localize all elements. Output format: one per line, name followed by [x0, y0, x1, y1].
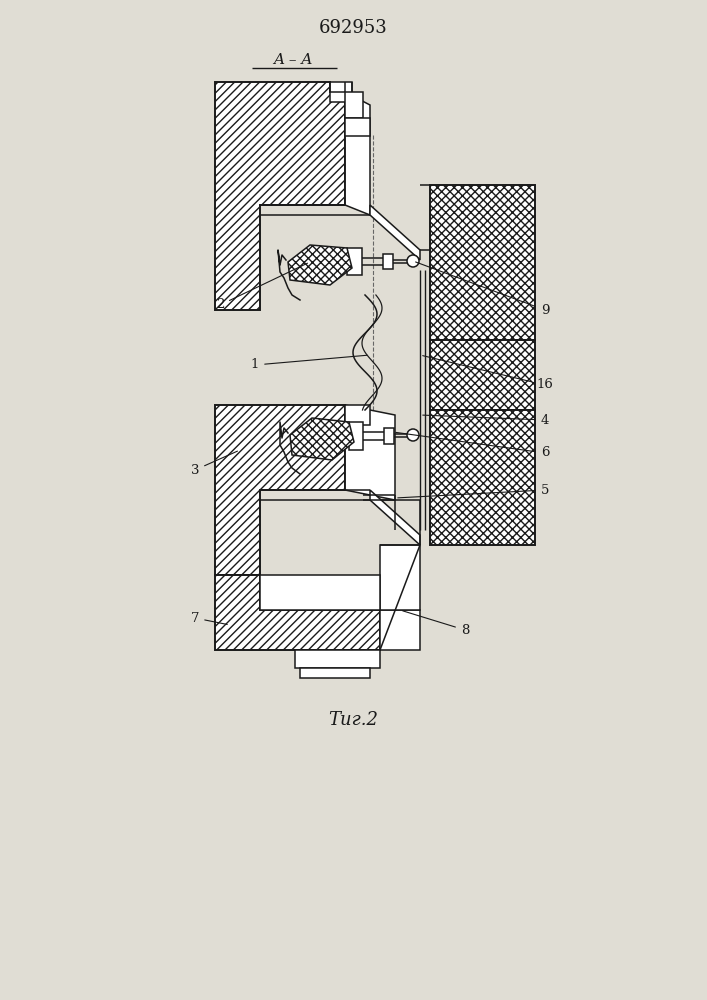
Polygon shape [345, 405, 395, 500]
Text: 1: 1 [251, 355, 367, 371]
Polygon shape [288, 245, 352, 285]
Text: 6: 6 [396, 432, 549, 460]
Polygon shape [380, 610, 420, 650]
Text: 7: 7 [191, 611, 227, 624]
Text: A – A: A – A [274, 53, 312, 67]
Bar [345, 92, 363, 118]
Text: 4: 4 [423, 414, 549, 426]
Bar [383, 254, 393, 269]
Bar [384, 428, 394, 444]
Bar [345, 405, 370, 425]
Polygon shape [347, 248, 362, 275]
Text: 9: 9 [416, 262, 549, 316]
Circle shape [407, 255, 419, 267]
Text: 3: 3 [191, 451, 238, 477]
Bar [300, 668, 370, 678]
Bar [345, 118, 370, 136]
Text: 2: 2 [216, 263, 308, 312]
Polygon shape [370, 490, 420, 545]
Bar [330, 82, 352, 102]
Polygon shape [290, 418, 354, 460]
Polygon shape [430, 340, 535, 410]
Text: 5: 5 [398, 484, 549, 498]
Polygon shape [260, 575, 380, 610]
Circle shape [407, 429, 419, 441]
Text: 16: 16 [423, 356, 554, 391]
Text: 8: 8 [403, 611, 469, 637]
Text: Τиг.2: Τиг.2 [328, 711, 378, 729]
Polygon shape [215, 82, 345, 310]
Polygon shape [345, 92, 370, 215]
Polygon shape [215, 575, 380, 650]
Bar [295, 650, 380, 668]
Polygon shape [430, 185, 535, 340]
Polygon shape [380, 545, 420, 610]
Polygon shape [349, 422, 363, 450]
Polygon shape [370, 205, 420, 260]
Polygon shape [430, 410, 535, 545]
Polygon shape [215, 405, 345, 575]
Text: 692953: 692953 [319, 19, 387, 37]
